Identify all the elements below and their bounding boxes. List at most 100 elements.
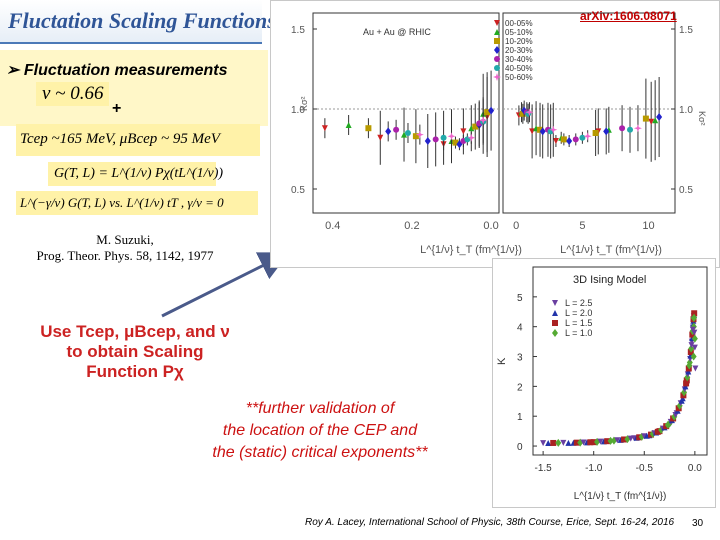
ising-x-tick-label: 0.0 (688, 463, 702, 474)
x-tick-label-right: 10 (642, 220, 654, 232)
ising-legend-label: L = 1.5 (565, 318, 592, 328)
ising-data-point (597, 438, 604, 445)
x-axis-label-right: L^{1/ν} t_T (fm^{1/ν}) (560, 244, 662, 256)
data-point (579, 134, 586, 141)
left-panel-frame (312, 12, 500, 214)
title-bar (0, 0, 262, 44)
ising-data-point (587, 439, 594, 446)
data-point (404, 130, 411, 136)
ising-data-point (686, 358, 693, 367)
data-point (648, 118, 655, 125)
ising-data-point (689, 326, 696, 333)
ising-legend-label: L = 2.0 (565, 308, 592, 318)
ising-legend-marker (552, 310, 558, 316)
validation-line1: **further validation of (245, 400, 395, 417)
legend-label: 05-10% (505, 28, 533, 37)
data-point (468, 125, 475, 132)
validation-line3: the (static) critical exponents** (212, 444, 428, 461)
x-tick-label-right: 5 (579, 220, 585, 232)
data-point (525, 108, 534, 117)
x-axis-label-left: L^{1/ν} t_T (fm^{1/ν}) (420, 244, 522, 256)
ising-data-point (684, 373, 691, 382)
data-point (440, 134, 447, 141)
ising-data-point (594, 437, 601, 446)
ising-data-point (545, 440, 552, 447)
use-line1: Use Tcep, μBcep, and ν (40, 322, 230, 341)
y-tick-label-left: 1.5 (291, 25, 305, 36)
y-axis-label-right: Kσ² (697, 111, 707, 126)
y-axis-label-left: Kσ² (299, 96, 309, 111)
ising-x-axis-label: L^{1/ν} t_T (fm^{1/ν}) (574, 491, 667, 502)
right-panel-frame (502, 12, 676, 214)
legend-label: 30-40% (505, 55, 533, 64)
ising-data-point (555, 438, 562, 447)
data-point (415, 130, 424, 139)
ising-data-point (690, 352, 697, 361)
ising-data-point (688, 342, 695, 349)
footer: Roy A. Lacey, International School of Ph… (305, 517, 675, 528)
use-line3: Function Pχ (86, 362, 184, 381)
y-tick-label-right: 1.5 (679, 25, 693, 36)
data-point (393, 126, 400, 133)
legend-label: 50-60% (505, 73, 533, 82)
ising-title: 3D Ising Model (573, 274, 646, 286)
ising-data-point (590, 439, 597, 446)
ising-data-point (641, 433, 648, 440)
ising-data-point (688, 344, 695, 353)
data-point (583, 132, 592, 141)
vs-equation: L^(−γ/ν) G(T, L) vs. L^(1/ν) tT , γ/ν = … (16, 191, 258, 215)
data-point (560, 136, 567, 143)
data-point (460, 128, 467, 135)
data-point (539, 127, 546, 136)
data-point (365, 125, 372, 132)
data-point (447, 132, 456, 141)
ising-y-tick-label: 2 (517, 382, 523, 393)
x-tick-label-left: 0.4 (325, 220, 340, 232)
ising-x-tick-label: -0.5 (636, 463, 654, 474)
ising-data-point (550, 439, 557, 446)
use-line2: to obtain Scaling (66, 342, 204, 361)
x-tick-label-left: 0.0 (483, 220, 498, 232)
ising-y-tick-label: 3 (517, 353, 523, 364)
data-point (652, 117, 659, 124)
legend-marker (494, 46, 500, 54)
ising-data-point (565, 439, 572, 446)
bullet-text: Fluctuation measurements (23, 62, 228, 79)
data-point (633, 124, 642, 133)
data-point (529, 128, 536, 135)
legend-marker (494, 29, 500, 35)
legend-marker (494, 56, 500, 62)
reference-line1: M. Suzuki, (96, 232, 154, 247)
ising-data-point (580, 439, 587, 446)
data-point (479, 116, 488, 125)
use-text: Use Tcep, μBcep, and ν to obtain Scaling… (20, 322, 250, 382)
data-point (549, 125, 558, 134)
ising-y-tick-label: 4 (517, 323, 523, 334)
ising-data-point (540, 440, 547, 447)
legend-marker (494, 38, 500, 44)
ising-chart: 0 1 2 3 4 5 -1.5 -1.0 -0.5 0.0 L^{1/ν} t_T (fm^{1/… (492, 258, 716, 508)
legend-marker (493, 73, 501, 81)
ising-legend-label: L = 2.5 (565, 298, 592, 308)
validation-text: **further validation of the location of … (150, 398, 490, 464)
ising-y-tick-label: 0 (517, 442, 523, 453)
ising-data-point (691, 313, 698, 322)
bullet-arrow-icon: ➢ (6, 62, 24, 79)
arxiv-link[interactable]: arXiv:1606.08071 (580, 9, 677, 23)
data-point (619, 125, 626, 132)
x-tick-label-right: 0 (513, 220, 519, 232)
ising-data-point (604, 438, 611, 445)
y-tick-label-right: 1.0 (679, 105, 693, 116)
legend-marker (494, 65, 500, 71)
ising-data-point (691, 344, 698, 351)
data-point (642, 115, 649, 122)
data-point (377, 134, 384, 141)
y-tick-label-left: 1.0 (291, 105, 305, 116)
x-tick-label-left: 0.2 (404, 220, 419, 232)
data-point (467, 133, 476, 142)
bullet-fluctuation: ➢ Fluctuation measurements (6, 60, 227, 80)
data-point (345, 122, 352, 128)
y-tick-label-left: 0.5 (291, 185, 305, 196)
data-point (552, 138, 559, 144)
